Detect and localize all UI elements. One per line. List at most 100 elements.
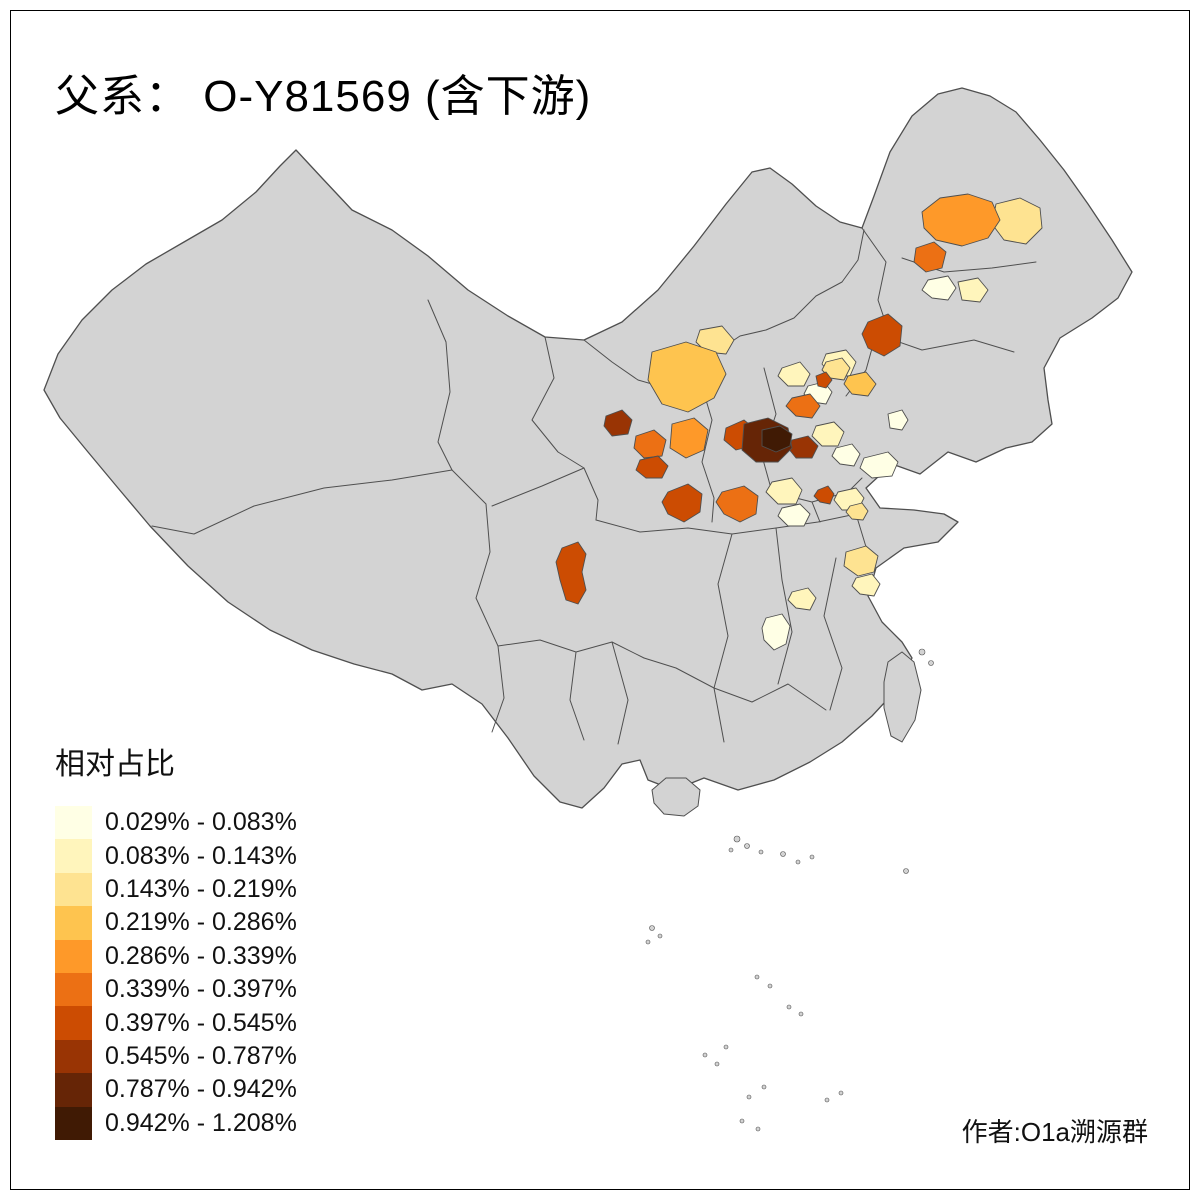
legend-swatch bbox=[55, 839, 92, 873]
legend-range-label: 0.286% - 0.339% bbox=[105, 941, 297, 970]
colored-prefectures bbox=[555, 193, 1043, 651]
prefecture-region bbox=[913, 241, 947, 273]
prefecture-region bbox=[777, 503, 811, 527]
island bbox=[739, 1118, 745, 1124]
province-border bbox=[451, 469, 505, 733]
prefecture-region bbox=[887, 409, 909, 431]
island bbox=[767, 983, 773, 989]
province-border bbox=[531, 336, 599, 521]
province-border bbox=[811, 501, 821, 523]
prefecture-region bbox=[815, 371, 833, 389]
province-border bbox=[151, 299, 453, 535]
legend-range-label: 0.397% - 0.545% bbox=[105, 1008, 297, 1037]
hainan-island bbox=[651, 777, 701, 817]
legend-swatch bbox=[55, 939, 92, 973]
province-border bbox=[569, 651, 585, 741]
prefecture-region bbox=[555, 541, 587, 605]
island bbox=[809, 854, 815, 860]
prefecture-region bbox=[859, 451, 899, 479]
prefecture-region bbox=[647, 341, 727, 413]
legend-row: 0.029% - 0.083% bbox=[55, 806, 297, 840]
prefecture-region bbox=[845, 502, 869, 521]
legend-row: 0.286% - 0.339% bbox=[55, 939, 297, 973]
island bbox=[786, 1004, 792, 1010]
island bbox=[928, 660, 934, 666]
island bbox=[657, 933, 663, 939]
prefecture-region bbox=[633, 429, 667, 459]
legend-row: 0.219% - 0.286% bbox=[55, 906, 297, 940]
prefecture-region bbox=[787, 587, 817, 611]
prefecture-region bbox=[813, 485, 835, 505]
sea-islands bbox=[645, 648, 934, 1132]
island bbox=[728, 847, 734, 853]
legend-range-label: 0.545% - 0.787% bbox=[105, 1041, 297, 1070]
legend-swatch bbox=[55, 1073, 92, 1107]
legend-swatch bbox=[55, 1106, 92, 1140]
legend-swatch bbox=[55, 872, 92, 907]
legend-swatch bbox=[55, 906, 92, 940]
legend-range-label: 0.029% - 0.083% bbox=[105, 808, 297, 837]
island bbox=[761, 1084, 767, 1090]
legend-row: 0.083% - 0.143% bbox=[55, 839, 297, 873]
island bbox=[702, 1052, 708, 1058]
province-border bbox=[583, 229, 865, 389]
prefecture-region bbox=[635, 455, 669, 479]
prefecture-region bbox=[921, 275, 957, 301]
island bbox=[758, 849, 764, 855]
island bbox=[733, 835, 741, 843]
prefecture-region bbox=[957, 277, 989, 303]
prefecture-region bbox=[821, 357, 851, 381]
prefecture-region bbox=[761, 613, 791, 651]
prefecture-region bbox=[603, 409, 633, 437]
legend-range-label: 0.787% - 0.942% bbox=[105, 1075, 297, 1104]
province-border bbox=[823, 557, 843, 711]
prefecture-region bbox=[669, 417, 709, 459]
china-mainland-outline bbox=[43, 87, 1133, 809]
legend-row: 0.942% - 1.208% bbox=[55, 1106, 297, 1140]
province-border bbox=[713, 683, 827, 711]
legend-swatch bbox=[55, 1039, 92, 1074]
island bbox=[824, 1097, 830, 1103]
legend-row: 0.143% - 0.219% bbox=[55, 872, 297, 907]
legend-row: 0.545% - 0.787% bbox=[55, 1039, 297, 1074]
prefecture-region bbox=[777, 361, 811, 387]
taiwan-island bbox=[883, 651, 922, 743]
prefecture-region bbox=[715, 485, 759, 523]
prefecture-region bbox=[861, 313, 903, 357]
island bbox=[838, 1090, 844, 1096]
prefecture-region bbox=[843, 371, 877, 397]
prefecture-region bbox=[765, 477, 803, 505]
prefecture-region bbox=[921, 193, 1001, 247]
legend-range-label: 0.339% - 0.397% bbox=[105, 975, 297, 1004]
legend-range-label: 0.143% - 0.219% bbox=[105, 874, 297, 903]
legend-swatch bbox=[55, 806, 92, 840]
legend-range-label: 0.942% - 1.208% bbox=[105, 1108, 297, 1137]
province-border bbox=[699, 379, 715, 523]
province-border bbox=[775, 527, 793, 685]
prefecture-region bbox=[661, 483, 703, 523]
prefecture-region bbox=[695, 325, 735, 355]
island bbox=[754, 974, 760, 980]
island bbox=[723, 1044, 729, 1050]
island bbox=[714, 1061, 720, 1067]
legend-row: 0.787% - 0.942% bbox=[55, 1073, 297, 1107]
island bbox=[645, 939, 651, 945]
prefecture-region bbox=[761, 425, 793, 453]
prefecture-region bbox=[831, 443, 861, 467]
legend-title: 相对占比 bbox=[55, 748, 175, 781]
island bbox=[798, 1011, 804, 1017]
legend-row: 0.339% - 0.397% bbox=[55, 972, 297, 1007]
province-border bbox=[611, 641, 629, 745]
legend: 相对占比 0.029% - 0.083% 0.083% - 0.143% 0.1… bbox=[55, 748, 297, 1140]
island bbox=[746, 1094, 752, 1100]
province-border bbox=[713, 533, 733, 743]
legend-swatch bbox=[55, 1006, 92, 1040]
island bbox=[649, 925, 655, 931]
island bbox=[755, 1126, 761, 1132]
island bbox=[795, 859, 801, 865]
island bbox=[918, 648, 926, 656]
island bbox=[780, 851, 786, 857]
island bbox=[903, 868, 909, 874]
